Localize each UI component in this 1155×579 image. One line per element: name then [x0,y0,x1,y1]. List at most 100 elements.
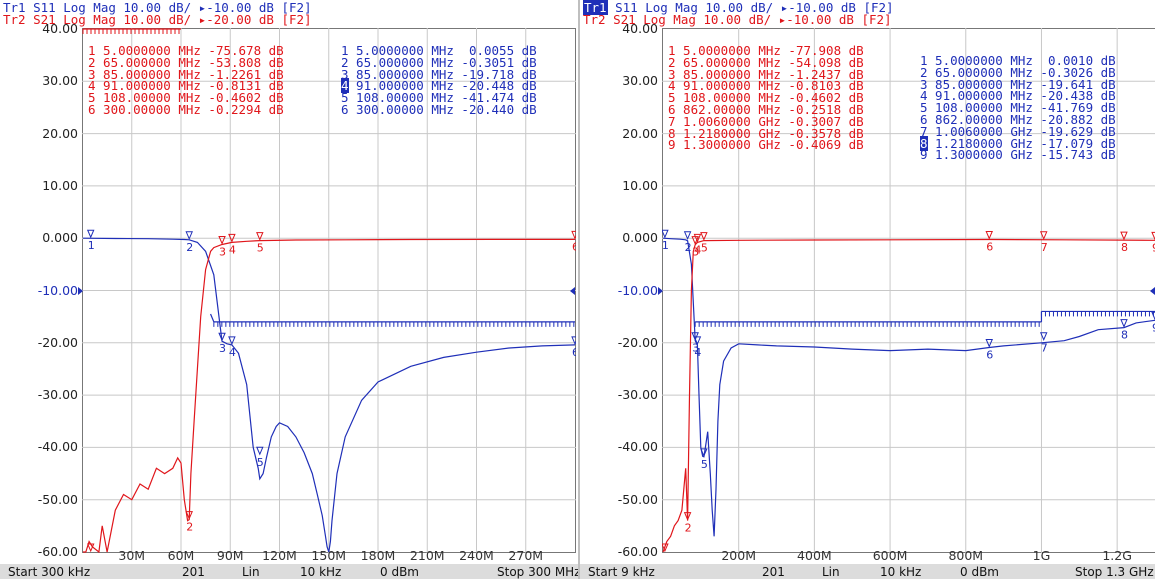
y-tick-label: 40.00 [622,21,658,36]
marker-value: -17.079 dB [1032,135,1116,151]
marker-readout-row[interactable]: 6 300.00000 MHz -0.2294 dB [88,101,284,117]
sweep-type[interactable]: Lin [822,565,840,579]
marker-s11-4-label: 4 [229,346,236,359]
marker-frequency: 1.3000000 GHz [675,137,781,153]
points-count[interactable]: 201 [762,565,785,579]
if-bandwidth[interactable]: 10 kHz [880,565,922,579]
start-frequency[interactable]: Start 9 kHz [588,565,655,579]
y-tick-label: -30.00 [617,387,658,403]
marker-readout-row[interactable]: 3 85.000000 MHz -1.2261 dB [88,66,284,82]
trace2-header[interactable]: Tr2 S21 Log Mag 10.00 dB/ ▸-10.00 dB [F2… [583,12,892,27]
trace1-settings: S11 Log Mag 10.00 dB/ ▸-10.00 dB [F2] [25,0,312,15]
marker-value: -0.8131 dB [200,78,284,94]
marker-number: 7 [668,113,676,129]
marker-number: 9 [668,137,676,153]
source-power[interactable]: 0 dBm [380,565,419,579]
marker-readout-row[interactable]: 4 91.000000 MHz -20.448 dB [341,78,537,94]
marker-number: 3 [88,66,96,82]
marker-frequency: 300.00000 MHz [95,101,201,117]
sweep-type[interactable]: Lin [242,565,260,579]
marker-readout-row[interactable]: 6 300.00000 MHz -20.440 dB [341,103,537,116]
marker-s11-8-label: 8 [1121,329,1128,342]
marker-readout-row[interactable]: 2 65.000000 MHz -53.808 dB [88,56,284,69]
marker-number: 4 [88,78,96,94]
marker-number: 8 [920,135,928,151]
x-tick-label: 210M [409,548,445,563]
marker-value: -41.474 dB [453,90,537,106]
marker-readout-row[interactable]: 4 91.000000 MHz -0.8103 dB [668,78,864,94]
marker-readout-row[interactable]: 2 65.000000 MHz -54.098 dB [668,54,864,70]
marker-readout-row[interactable]: 2 65.000000 MHz -0.3026 dB [920,66,1116,79]
if-bandwidth[interactable]: 10 kHz [300,565,342,579]
marker-readout-row[interactable]: 8 1.2180000 GHz -17.079 dB [920,135,1116,151]
marker-value: -0.4069 dB [780,137,864,153]
stop-frequency[interactable]: Stop 300 MHz [497,565,578,579]
x-tick-label: 240M [459,548,494,563]
marker-s21-2-glyph [185,511,193,520]
marker-s21-3-label: 3 [219,245,226,258]
marker-s11-8-glyph [1120,319,1128,328]
marker-readout-row[interactable]: 5 108.00000 MHz -41.474 dB [341,90,537,106]
marker-s11-5-label: 5 [701,458,708,471]
marker-frequency: 85.000000 MHz [675,66,781,82]
marker-readout-row[interactable]: 7 1.0060000 GHz -19.629 dB [920,123,1116,139]
points-count[interactable]: 201 [182,565,205,579]
marker-number: 1 [920,53,928,68]
marker-readout-row[interactable]: 5 108.00000 MHz -0.4602 dB [88,91,284,104]
marker-readout-row[interactable]: 3 85.000000 MHz -19.641 dB [920,78,1116,91]
x-tick-label: 800M [948,548,984,563]
marker-frequency: 65.000000 MHz [675,54,781,70]
marker-s21-2-glyph [683,512,692,521]
marker-s11-3-glyph [691,332,699,341]
y-tick-label: 20.00 [42,125,78,141]
start-frequency[interactable]: Start 300 kHz [8,565,91,579]
marker-frequency: 1.2180000 GHz [927,135,1033,151]
marker-value: -0.8103 dB [780,78,864,94]
marker-readout-row[interactable]: 9 1.3000000 GHz -15.743 dB [920,149,1116,162]
marker-frequency: 91.000000 MHz [348,78,454,94]
marker-readout-row[interactable]: 3 85.000000 MHz -19.718 dB [341,68,537,81]
marker-readout-row[interactable]: 1 5.0000000 MHz -75.678 dB [88,43,284,58]
marker-readout-row[interactable]: 1 5.0000000 MHz 0.0055 dB [341,44,537,57]
reference-level-arrow-right[interactable] [570,286,575,295]
marker-value: -0.3051 dB [453,54,537,70]
y-tick-label: -20.00 [617,334,658,350]
source-power[interactable]: 0 dBm [960,565,999,579]
marker-readout-row[interactable]: 5 108.00000 MHz -0.4602 dB [668,90,864,106]
marker-frequency: 108.00000 MHz [675,90,781,106]
marker-readout-row[interactable]: 1 5.0000000 MHz -77.908 dB [668,44,864,57]
marker-readout-row[interactable]: 8 1.2180000 GHz -0.3578 dB [668,127,864,140]
marker-frequency: 5.0000000 MHz [95,43,201,58]
y-tick-label: 0.000 [622,230,658,246]
x-tick-label: 200M [721,548,757,563]
y-tick-label: 0.000 [42,230,78,246]
marker-readout-row[interactable]: 4 91.000000 MHz -20.438 dB [920,90,1116,103]
trace2-header[interactable]: Tr2 S21 Log Mag 10.00 dB/ ▸-20.00 dB [F2… [3,12,312,27]
marker-s11-5-glyph [700,448,708,458]
reference-level-arrow-right[interactable] [1150,286,1155,295]
trace1-header[interactable]: Tr1 S11 Log Mag 10.00 dB/ ▸-10.00 dB [F2… [3,1,312,14]
marker-s11-7-label: 7 [1041,342,1048,355]
stop-frequency[interactable]: Stop 1.3 GHz [1075,565,1154,579]
trace1-header[interactable]: Tr1 S11 Log Mag 10.00 dB/ ▸-10.00 dB [F2… [583,0,894,15]
marker-readout-row[interactable]: 6 862.00000 MHz -20.882 dB [920,111,1116,127]
marker-number: 6 [920,111,928,127]
marker-readout-row[interactable]: 3 85.000000 MHz -1.2437 dB [668,66,864,82]
marker-number: 7 [920,123,928,139]
marker-readout-row[interactable]: 9 1.3000000 GHz -0.4069 dB [668,137,864,153]
reference-level-arrow[interactable] [78,286,83,295]
marker-s11-4-label: 4 [694,346,701,359]
marker-readout-row[interactable]: 5 108.00000 MHz -41.769 dB [920,101,1116,114]
marker-readout-row[interactable]: 7 1.0060000 GHz -0.3007 dB [668,113,864,129]
marker-s21-9-label: 9 [1152,241,1155,254]
marker-s21-4-label: 4 [694,243,701,256]
marker-s21-7-label: 7 [1041,241,1048,254]
marker-readout-row[interactable]: 6 862.00000 MHz -0.2518 dB [668,103,864,116]
plot-area[interactable]: 123456123456 [82,28,576,553]
marker-readout-row[interactable]: 1 5.0000000 MHz 0.0010 dB [920,53,1116,68]
marker-readout-row[interactable]: 2 65.000000 MHz -0.3051 dB [341,54,537,70]
y-tick-label: 10.00 [42,177,78,193]
reference-level-arrow[interactable] [658,286,663,295]
marker-number: 6 [88,101,96,117]
marker-readout-row[interactable]: 4 91.000000 MHz -0.8131 dB [88,78,284,94]
